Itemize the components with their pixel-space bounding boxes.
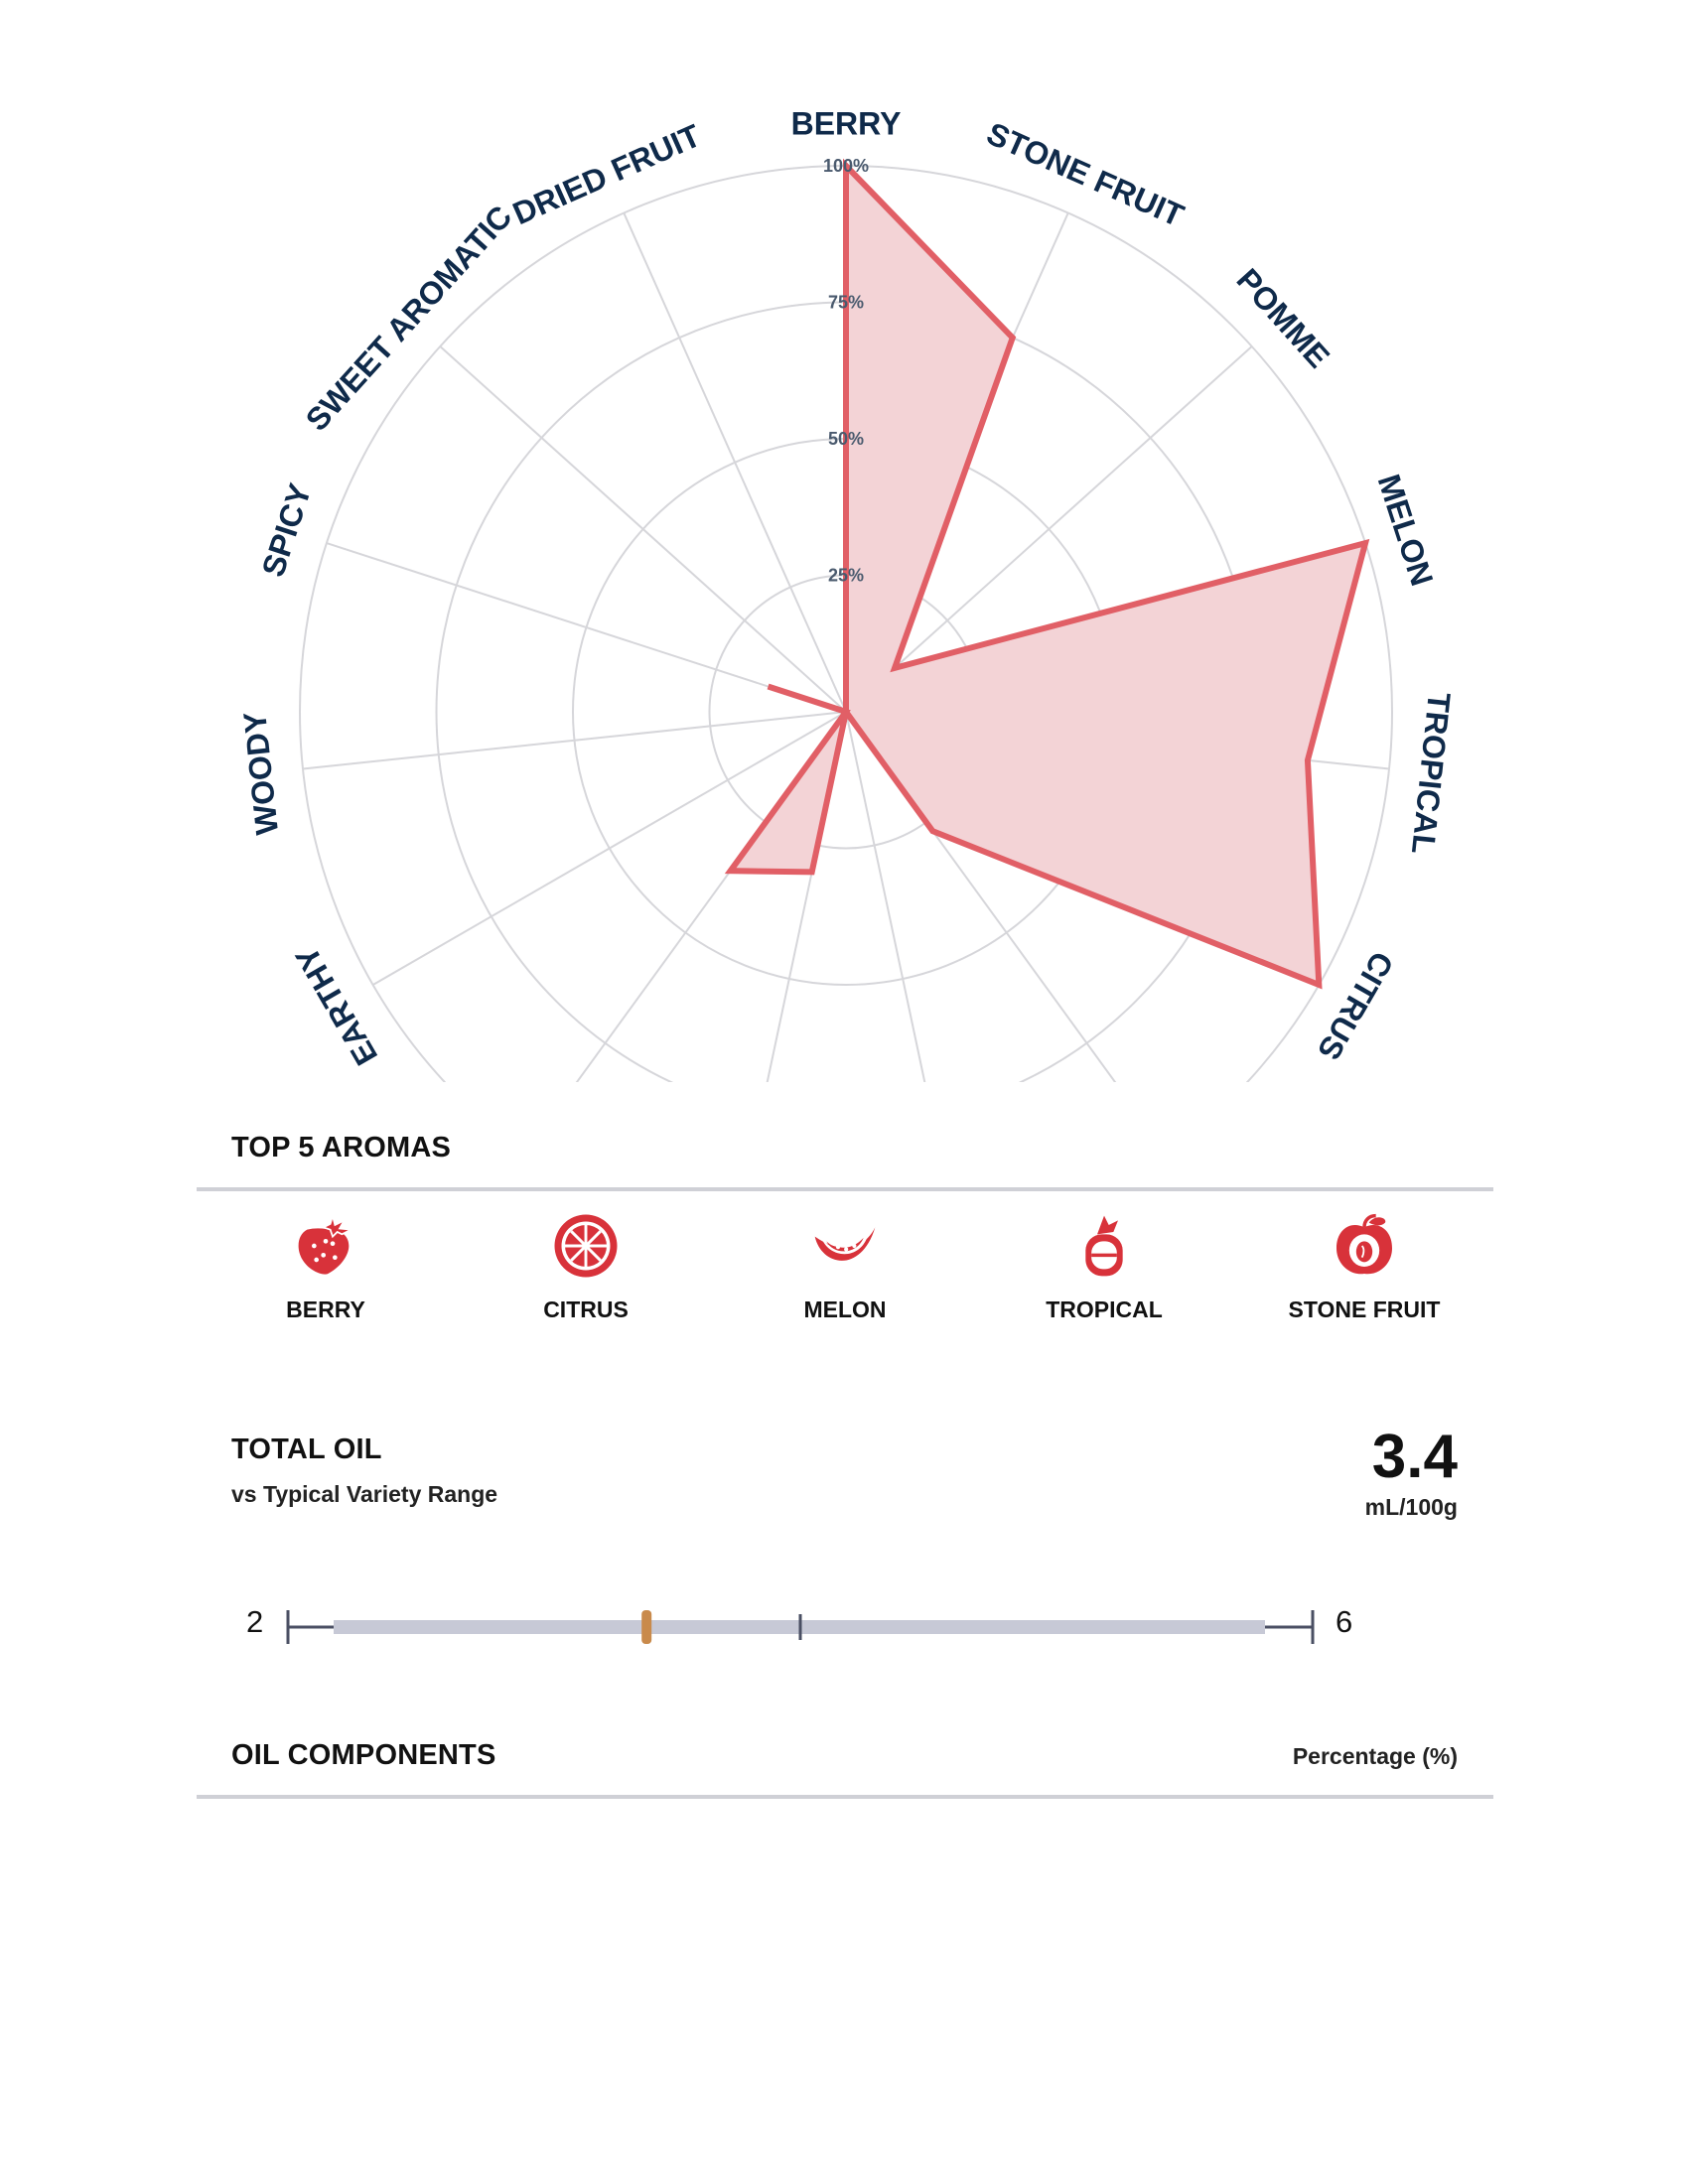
aroma-radar-chart: 25% 50% 75% 100% BERRY STONE FRUIT POMME MELON T… <box>0 0 1688 1082</box>
aroma-label: BERRY <box>286 1297 365 1322</box>
aroma-item-citrus: CITRUS <box>457 1211 715 1323</box>
aroma-label: CITRUS <box>543 1297 629 1322</box>
grid-spoke <box>845 345 1253 713</box>
oil-components-title: OIL COMPONENTS <box>231 1739 496 1771</box>
axis-label-stone-fruit: STONE FRUIT <box>982 115 1190 234</box>
grid-spoke <box>575 711 847 1082</box>
grid-spoke <box>845 711 926 1082</box>
range-min-label: 2 <box>246 1604 264 1639</box>
axis-label-berry: BERRY <box>791 105 902 141</box>
oil-value-marker <box>641 1610 652 1644</box>
oil-components-unit: Percentage (%) <box>1292 1743 1458 1769</box>
total-oil-value: 3.4 <box>1371 1423 1458 1491</box>
oil-components-divider <box>197 1795 1493 1799</box>
total-oil-title: TOTAL OIL <box>231 1433 382 1465</box>
strawberry-icon <box>298 1212 354 1275</box>
range-max-label: 6 <box>1336 1604 1353 1639</box>
tick-label: 100% <box>823 156 869 176</box>
aroma-item-tropical: TROPICAL <box>975 1211 1233 1323</box>
stone-fruit-icon <box>1336 1213 1392 1275</box>
axis-label-tropical: TROPICAL <box>1405 691 1458 856</box>
top5-divider <box>197 1187 1493 1191</box>
aroma-item-melon: MELON <box>716 1211 974 1323</box>
axis-label-dried-fruit: DRIED FRUIT <box>507 117 706 231</box>
oil-range-bar <box>286 1610 1315 1644</box>
axis-label-citrus: CITRUS <box>1311 946 1401 1066</box>
citrus-slice-icon <box>554 1214 618 1278</box>
top5-title: TOP 5 AROMAS <box>231 1132 452 1163</box>
axis-label-woody: WOODY <box>236 710 285 837</box>
aroma-label: STONE FRUIT <box>1288 1297 1441 1322</box>
grid-spoke <box>623 212 847 713</box>
tick-label: 50% <box>828 429 864 449</box>
axis-label-melon: MELON <box>1371 470 1441 590</box>
top5-aromas: BERRY CITRUS MELON TROPI <box>197 1211 1493 1340</box>
aroma-item-stone-fruit: STONE FRUIT <box>1235 1211 1493 1323</box>
aroma-label: MELON <box>803 1297 887 1322</box>
grid-spoke <box>302 711 847 770</box>
grid-spoke <box>326 542 847 713</box>
total-oil-subtitle: vs Typical Variety Range <box>231 1481 498 1507</box>
melon-slice-icon <box>814 1227 876 1261</box>
radar-chart-svg: 25% 50% 75% 100% BERRY STONE FRUIT POMME MELON T… <box>236 105 1458 1082</box>
pineapple-icon <box>1085 1215 1123 1277</box>
tick-label: 75% <box>828 293 864 313</box>
axis-label-sweet-aromatic: SWEET AROMATIC <box>299 199 519 438</box>
axis-label-pomme: POMME <box>1230 262 1337 375</box>
grid-spoke <box>372 711 847 986</box>
aroma-label: TROPICAL <box>1046 1297 1163 1322</box>
grid-spoke <box>439 345 847 713</box>
aroma-data-polygon <box>724 158 1370 990</box>
axis-label-earthy: EARTHY <box>288 940 384 1071</box>
total-oil-unit: mL/100g <box>1364 1494 1458 1520</box>
tick-label: 25% <box>828 566 864 586</box>
aroma-item-berry: BERRY <box>197 1211 455 1323</box>
axis-label-spicy: SPICY <box>254 479 318 581</box>
